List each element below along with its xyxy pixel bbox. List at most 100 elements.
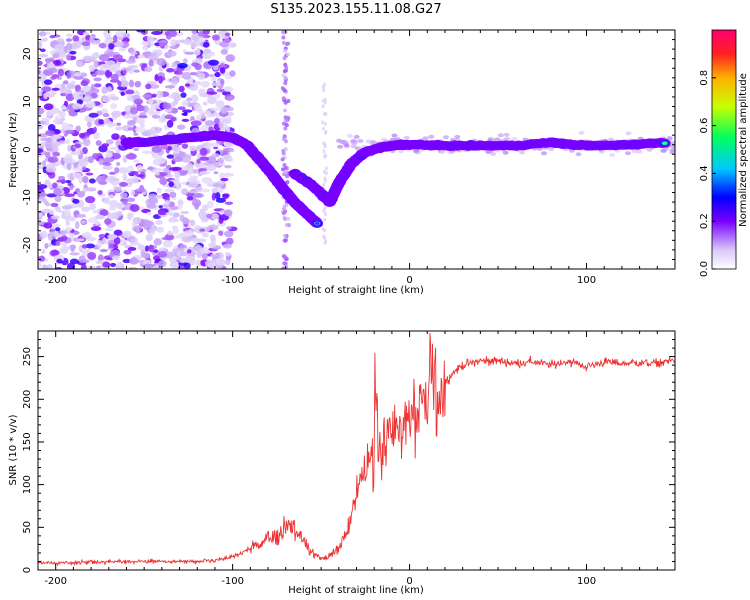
spectrogram-cell	[45, 163, 57, 169]
spectrogram-cell	[201, 252, 208, 260]
spectrogram-cell	[189, 219, 196, 227]
spectrogram-cell	[346, 133, 353, 138]
spectrogram-cell	[115, 126, 123, 131]
spectrogram-cell	[187, 181, 199, 188]
spectrogram-cell	[105, 175, 117, 183]
colorbar-gradient	[712, 30, 736, 269]
spectrogram-cell	[151, 93, 157, 98]
spectrogram-cell	[80, 80, 89, 87]
spectrogram-cell	[181, 112, 188, 116]
spectrogram-cell	[103, 197, 110, 205]
spectrogram-cell	[80, 206, 91, 212]
spectrogram-cell	[172, 227, 179, 235]
spectrogram-cell	[199, 92, 208, 98]
spectrogram-cell	[120, 91, 125, 96]
spectrogram-cell	[74, 71, 82, 77]
spectrogram-cell	[89, 35, 94, 44]
spectrogram-cell	[88, 112, 99, 118]
spectrogram-cell	[220, 177, 229, 182]
spectrogram-cell	[144, 66, 153, 73]
spectrogram-cell	[100, 95, 112, 103]
spectrogram-cell	[150, 110, 161, 115]
spectrogram-cell	[225, 226, 232, 230]
spectrogram-cell	[191, 34, 200, 42]
spectrogram-cell	[38, 31, 47, 37]
spectrogram-cell	[206, 213, 213, 219]
spectrogram-cell	[92, 152, 100, 160]
spectrogram-cell	[108, 199, 119, 207]
spectrogram-cell	[324, 239, 328, 244]
snr-ylabel: SNR (10 * v/v)	[8, 414, 19, 485]
spectrogram-cell	[215, 100, 225, 109]
spectrogram-cell	[96, 239, 104, 248]
spectrogram-cell	[81, 244, 88, 249]
spectrogram-cell	[105, 60, 116, 69]
spectrogram-cell	[106, 139, 114, 145]
spectrogram-cell	[127, 214, 132, 220]
spectrogram-cell	[171, 61, 176, 68]
spectrogram-cell	[95, 265, 101, 269]
spectrogram-cell	[194, 57, 203, 64]
spectrogram-cell	[208, 59, 220, 66]
spectrogram-cell	[164, 85, 176, 89]
spectrogram-cell	[94, 83, 102, 88]
spectrogram-cell	[130, 189, 135, 196]
spectrogram-cell	[82, 166, 87, 171]
spectrogram-cell	[122, 199, 128, 205]
y-tick-label: 50	[22, 521, 33, 534]
spectrogram-cell	[136, 164, 144, 171]
spectrogram-cell	[191, 199, 202, 207]
spectrogram-cell	[125, 59, 136, 64]
spectrogram-cell	[211, 34, 221, 41]
spectrogram-cell	[168, 216, 178, 222]
spectrogram-cell	[95, 70, 106, 76]
spectrogram-cell	[193, 193, 204, 198]
spectrogram-cell	[42, 160, 47, 167]
spectrogram-cell	[211, 81, 221, 87]
spectrogram-cell	[84, 101, 96, 108]
spectrogram-cell	[202, 34, 211, 39]
spectrogram-cell	[134, 80, 142, 88]
spectrogram-cell	[134, 255, 144, 259]
spectrogram-cell	[65, 33, 73, 38]
spectrogram-cell	[133, 159, 140, 164]
spectrogram-cell	[104, 218, 112, 225]
spectrogram-cell	[52, 182, 58, 189]
spectrogram-cell	[281, 96, 286, 101]
spectrogram-cell	[132, 95, 141, 100]
spectrogram-cell	[117, 80, 122, 87]
spectrogram-cell	[164, 31, 170, 36]
spectrogram-cell	[212, 183, 222, 188]
spectrogram-cell	[85, 236, 97, 242]
spectrogram-cell	[159, 172, 168, 177]
spectrogram-cell	[142, 94, 152, 98]
spectrogram-cell	[41, 266, 49, 269]
spectrogram-cell	[65, 42, 73, 51]
spectrogram-cell	[225, 54, 236, 63]
spectrogram-cell	[64, 129, 76, 135]
spectrogram-cell	[203, 48, 211, 54]
spectrogram-cell	[135, 226, 140, 234]
spectrogram-cell	[113, 34, 118, 43]
spectrogram-cell	[82, 147, 88, 155]
x-tick-label: 100	[577, 275, 596, 286]
spectrogram-cell	[54, 115, 59, 122]
spectrogram-cell	[95, 260, 103, 265]
spectrogram-cell	[398, 149, 405, 154]
spectrogram-cell	[80, 263, 87, 269]
spectrogram-cell	[90, 83, 96, 92]
spectrogram-cell	[63, 209, 71, 217]
spectrogram-cell	[169, 205, 180, 210]
spectrogram-cell	[142, 45, 149, 51]
spectrogram-cell	[164, 114, 174, 120]
spectrogram-cell	[151, 145, 163, 153]
spectrogram-cell	[122, 258, 132, 264]
spectrogram-cell	[156, 58, 167, 66]
spectrogram-cell	[60, 235, 68, 242]
spectrogram-cell	[147, 197, 159, 205]
spectrogram-cell	[428, 134, 435, 139]
spectrogram-cell	[548, 147, 555, 152]
spectrogram-cell	[138, 115, 148, 119]
spectrogram-cell	[176, 250, 182, 257]
spectrogram-cell	[608, 137, 615, 142]
